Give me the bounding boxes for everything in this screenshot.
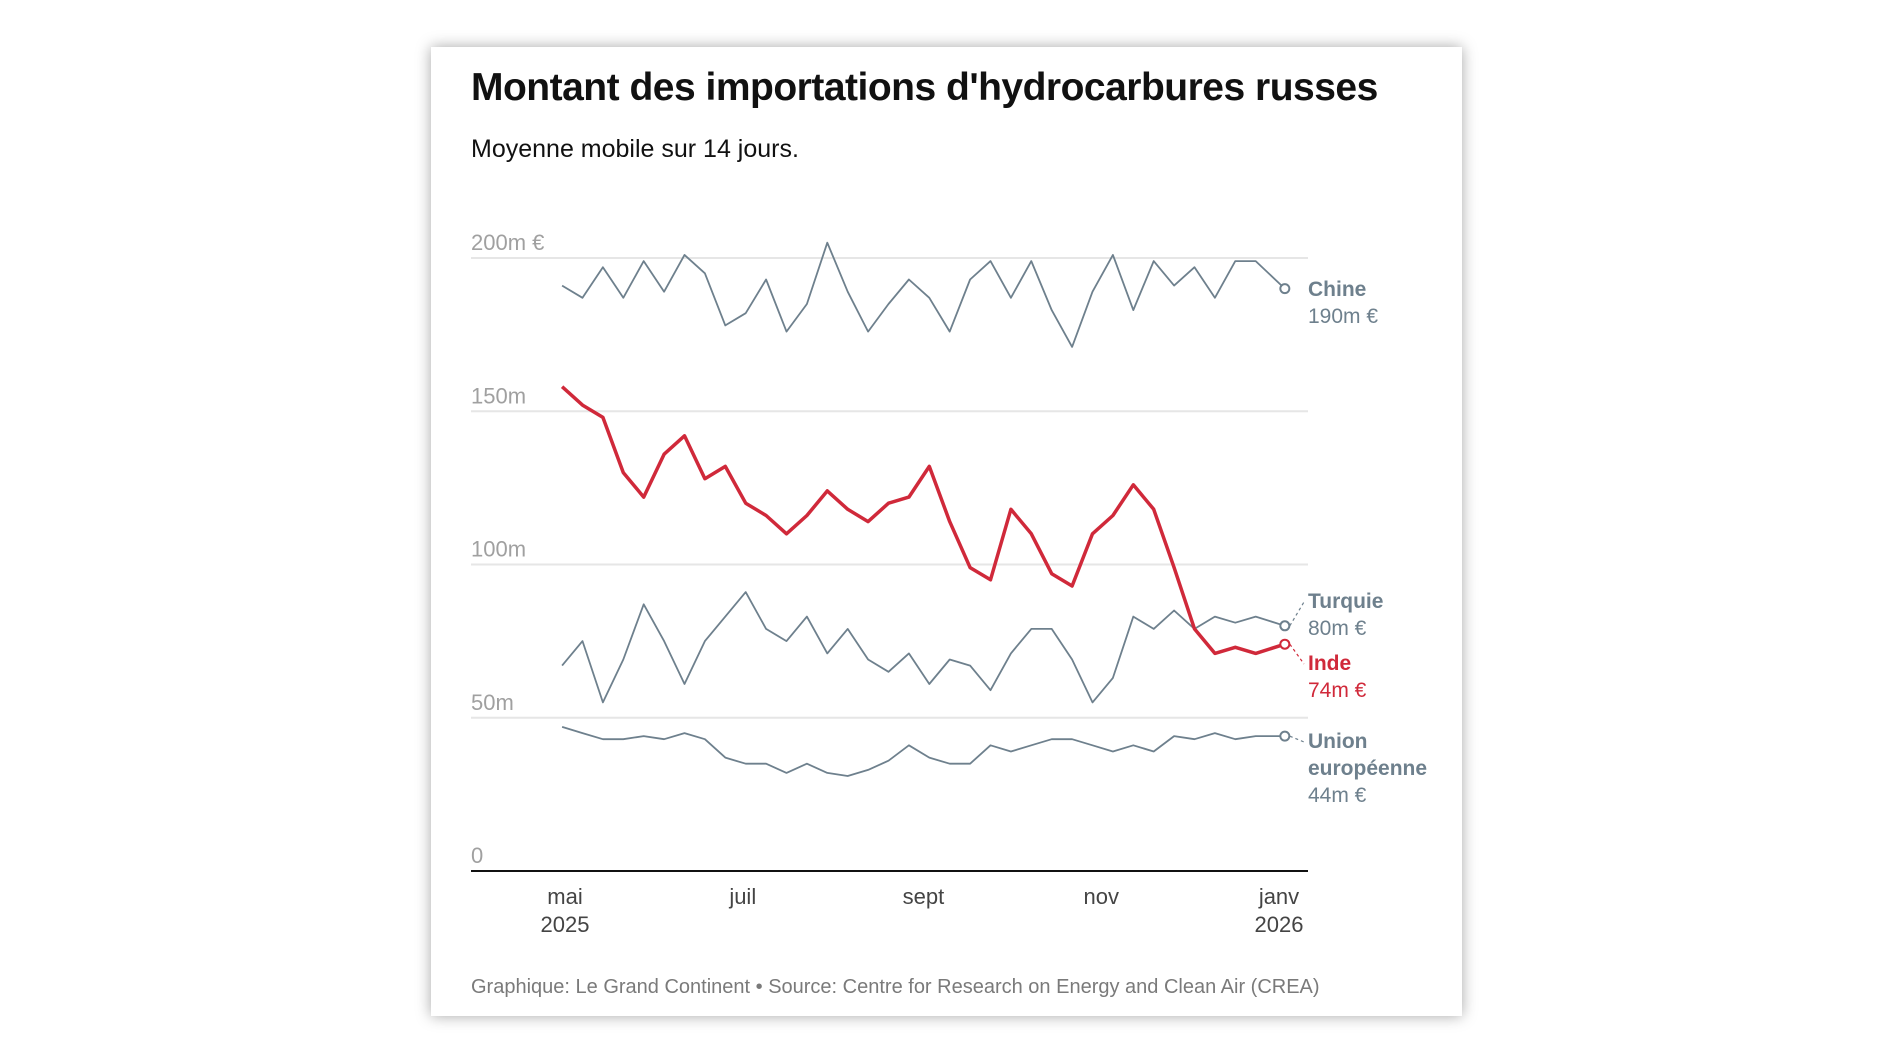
x-tick-label: mai [547,884,582,909]
series-line-2 [561,591,1286,704]
x-tick-year: 2025 [541,912,590,937]
series-label-name: Inde [1308,652,1351,675]
chart-card [431,47,1462,1016]
series-label-name: européenne [1308,757,1427,780]
series-label-value: 190m € [1308,305,1378,328]
label-leader-line [1289,735,1305,743]
chart-subtitle: Moyenne mobile sur 14 jours. [471,135,799,163]
x-tick-label: juil [728,884,756,909]
series-label-value: 80m € [1308,617,1367,640]
y-tick-label: 50m [471,690,514,715]
x-tick-label: sept [903,884,945,909]
y-tick-label: 150m [471,383,526,408]
series-line-0 [561,241,1286,348]
series-end-marker [1279,638,1291,650]
series-end-marker [1279,283,1291,295]
series-label-value: 44m € [1308,784,1367,807]
x-tick-year: 2026 [1255,912,1304,937]
y-tick-label: 200m € [471,230,544,255]
series-end-marker [1279,730,1291,742]
chart-title: Montant des importations d'hydrocarbures… [471,66,1378,109]
x-tick-label: janv [1258,884,1299,909]
label-leader-line [1289,601,1305,627]
y-tick-label: 100m [471,537,526,562]
series-line-3 [561,726,1285,777]
series-line-1 [560,385,1286,656]
series-label-name: Union [1308,730,1367,753]
series-label-name: Turquie [1308,590,1383,613]
series-label-name: Chine [1308,278,1366,301]
y-tick-label: 0 [471,843,483,868]
series-label-value: 74m € [1308,679,1367,702]
label-leader-line [1289,643,1305,665]
chart-source: Graphique: Le Grand Continent • Source: … [471,976,1320,998]
x-tick-label: nov [1083,884,1118,909]
series-end-marker [1279,620,1291,632]
